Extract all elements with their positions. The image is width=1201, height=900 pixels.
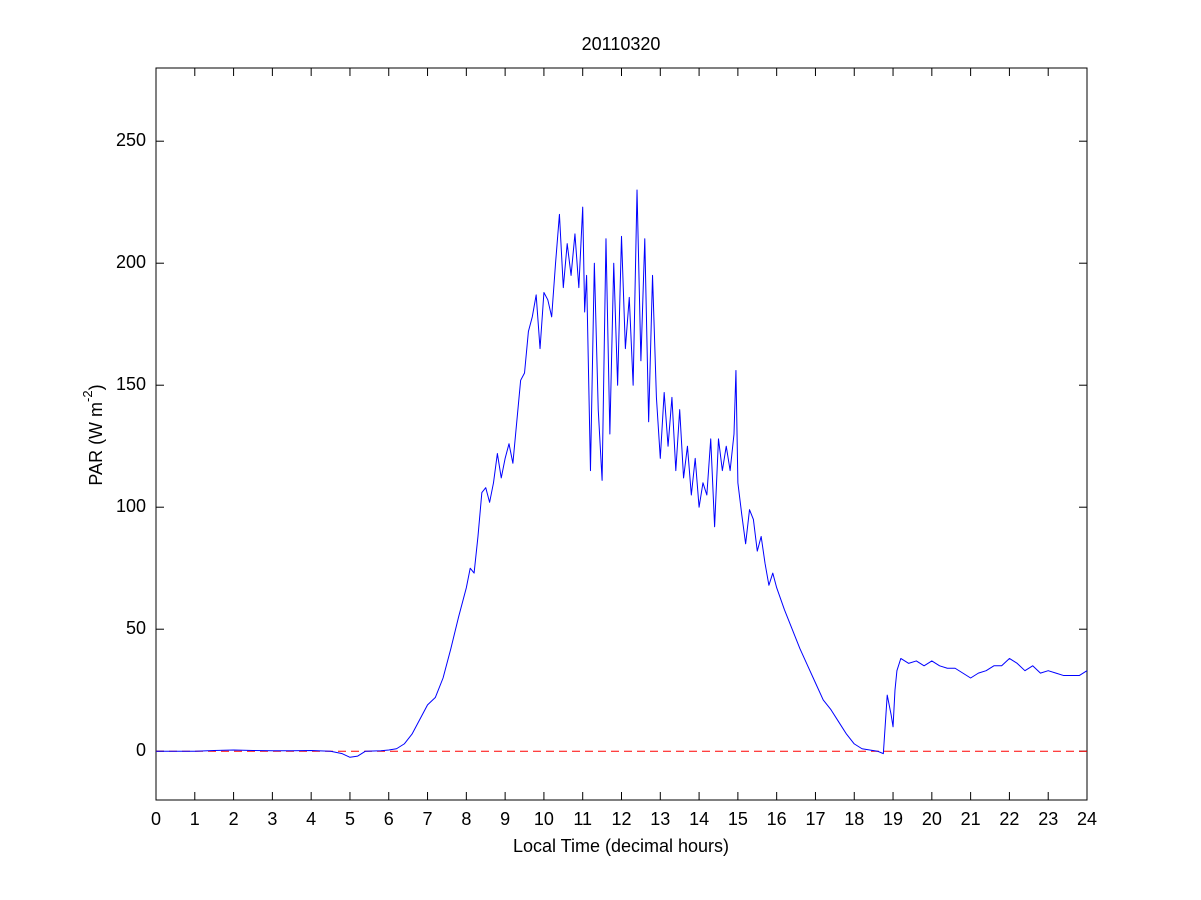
x-tick-label: 2 [229, 809, 239, 829]
y-tick-label: 100 [116, 496, 146, 516]
x-tick-label: 0 [151, 809, 161, 829]
y-label-sup: -2 [80, 390, 95, 402]
x-tick-label: 17 [805, 809, 825, 829]
y-tick-label: 250 [116, 130, 146, 150]
x-tick-label: 20 [922, 809, 942, 829]
x-tick-label: 10 [534, 809, 554, 829]
x-tick-label: 16 [767, 809, 787, 829]
x-tick-label: 21 [961, 809, 981, 829]
x-tick-label: 4 [306, 809, 316, 829]
y-tick-label: 0 [136, 740, 146, 760]
x-tick-label: 7 [423, 809, 433, 829]
x-tick-label: 9 [500, 809, 510, 829]
y-tick-label: 200 [116, 252, 146, 272]
x-tick-label: 1 [190, 809, 200, 829]
x-tick-label: 23 [1038, 809, 1058, 829]
x-tick-label: 6 [384, 809, 394, 829]
y-tick-label: 150 [116, 374, 146, 394]
x-tick-label: 5 [345, 809, 355, 829]
y-label-text: PAR (W m [86, 402, 106, 486]
x-tick-label: 13 [650, 809, 670, 829]
x-tick-label: 24 [1077, 809, 1097, 829]
x-tick-label: 11 [573, 809, 592, 829]
chart-title: 20110320 [582, 34, 661, 54]
x-axis-label: Local Time (decimal hours) [513, 836, 729, 856]
data-line [156, 189, 1088, 758]
x-tick-label: 8 [461, 809, 471, 829]
x-tick-label: 18 [844, 809, 864, 829]
x-tick-label: 14 [689, 809, 709, 829]
plot-box [155, 67, 1088, 801]
x-tick-label: 22 [999, 809, 1019, 829]
x-tick-label: 15 [728, 809, 748, 829]
y-axis-label: PAR (W m-2) [80, 384, 105, 485]
x-tick-label: 19 [883, 809, 903, 829]
y-label-suffix: ) [86, 384, 106, 390]
x-tick-label: 3 [267, 809, 277, 829]
x-tick-label: 12 [611, 809, 631, 829]
y-tick-label: 50 [126, 618, 146, 638]
